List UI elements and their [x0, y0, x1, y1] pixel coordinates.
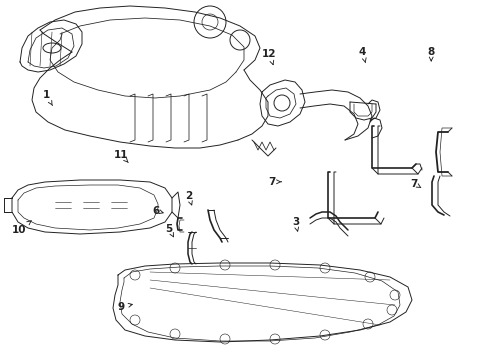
Text: 12: 12 [262, 49, 277, 65]
Text: 5: 5 [166, 224, 173, 237]
Text: 6: 6 [152, 206, 163, 216]
Text: 7: 7 [268, 177, 281, 187]
Text: 7: 7 [410, 179, 421, 189]
Text: 8: 8 [428, 47, 435, 61]
Text: 9: 9 [118, 302, 132, 312]
Text: 10: 10 [11, 221, 31, 235]
Text: 1: 1 [43, 90, 52, 105]
Text: 3: 3 [292, 217, 299, 231]
Text: 4: 4 [359, 47, 367, 63]
Text: 2: 2 [185, 191, 192, 205]
Text: 11: 11 [114, 150, 128, 163]
